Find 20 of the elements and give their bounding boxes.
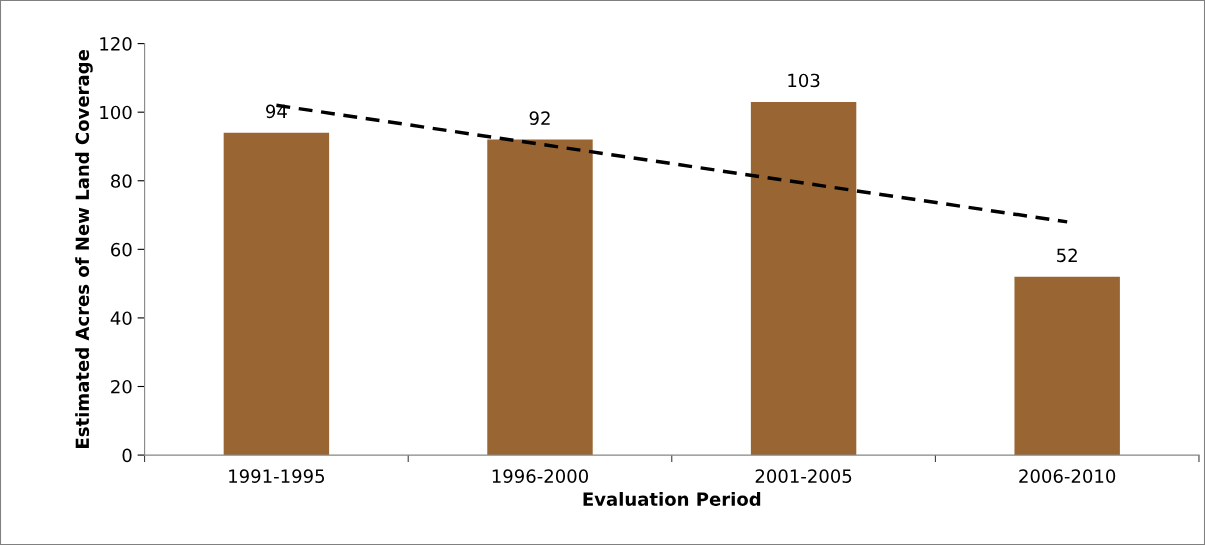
bar (223, 132, 330, 456)
x-axis-title: Evaluation Period (583, 491, 761, 506)
y-tick-label: 120 (100, 37, 132, 51)
y-tick-label: 100 (100, 105, 132, 120)
y-tick-label: 80 (111, 174, 132, 188)
bar (1014, 276, 1120, 456)
x-tick-label: 2006-2010 (1019, 469, 1116, 483)
data-label: 52 (1057, 248, 1077, 263)
y-tick-label: 60 (111, 242, 132, 257)
y-tick-label: 40 (110, 311, 132, 326)
x-tick-label: 2001-2005 (755, 469, 852, 483)
y-tick-label: 0 (122, 448, 132, 463)
y-tick-label: 20 (111, 379, 132, 394)
bar (750, 101, 857, 456)
y-axis-title: Estimated Acres of New Land Coverage (75, 50, 93, 448)
bar (487, 139, 593, 456)
x-tick-label: 1996-2000 (492, 469, 588, 483)
x-tick-label: 1991-1995 (229, 469, 325, 483)
data-label: 103 (788, 73, 820, 88)
data-label: 92 (529, 111, 550, 125)
